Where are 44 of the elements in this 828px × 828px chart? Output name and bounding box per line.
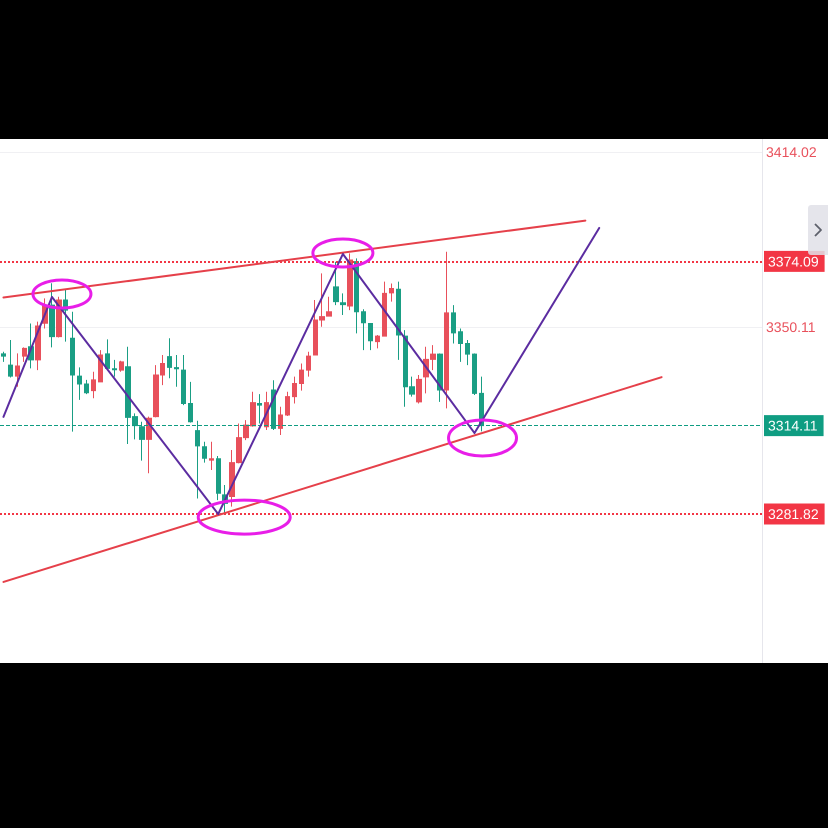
candlestick [292, 376, 297, 404]
candlestick [77, 366, 82, 400]
candlestick [181, 354, 186, 406]
candlestick [396, 281, 401, 360]
candlestick [209, 441, 214, 470]
candlestick [105, 338, 110, 371]
ref-line-label: 3374.09 [768, 253, 819, 270]
candlestick [188, 381, 193, 424]
candlestick [91, 371, 96, 399]
candlestick [8, 339, 13, 378]
candlestick [416, 374, 422, 404]
candlestick [285, 391, 290, 417]
candlestick [375, 334, 380, 349]
candlestick [361, 308, 366, 351]
candlestick [382, 281, 387, 338]
candlestick [333, 261, 339, 306]
y-tick-label: 3414.02 [766, 144, 817, 160]
line-series [2, 226, 600, 516]
candlestick [299, 362, 304, 392]
candlestick [389, 283, 394, 302]
candlestick [437, 352, 443, 402]
candlestick [1, 351, 6, 362]
ref-line-label: 3314.11 [768, 418, 818, 434]
y-tick-label: 3350.11 [766, 319, 816, 336]
candlestick [458, 328, 463, 362]
ref-line-label: 3281.82 [768, 506, 819, 522]
candlestick [167, 338, 172, 379]
candlestick [340, 292, 346, 316]
candlestick [465, 339, 470, 366]
candlestick [15, 352, 20, 388]
candlestick [444, 251, 449, 409]
candlestick [278, 406, 283, 436]
candlestick [306, 351, 311, 378]
candlestick [472, 352, 477, 396]
candlestick [49, 282, 55, 348]
candlestick [368, 323, 373, 351]
candlestick [202, 441, 207, 464]
candlestick [174, 354, 179, 388]
candlestick [112, 359, 117, 378]
candlestick [451, 304, 456, 344]
candlestick [22, 346, 27, 362]
candlestick [216, 456, 221, 501]
candlestick [119, 360, 124, 372]
candlestick [84, 379, 89, 395]
